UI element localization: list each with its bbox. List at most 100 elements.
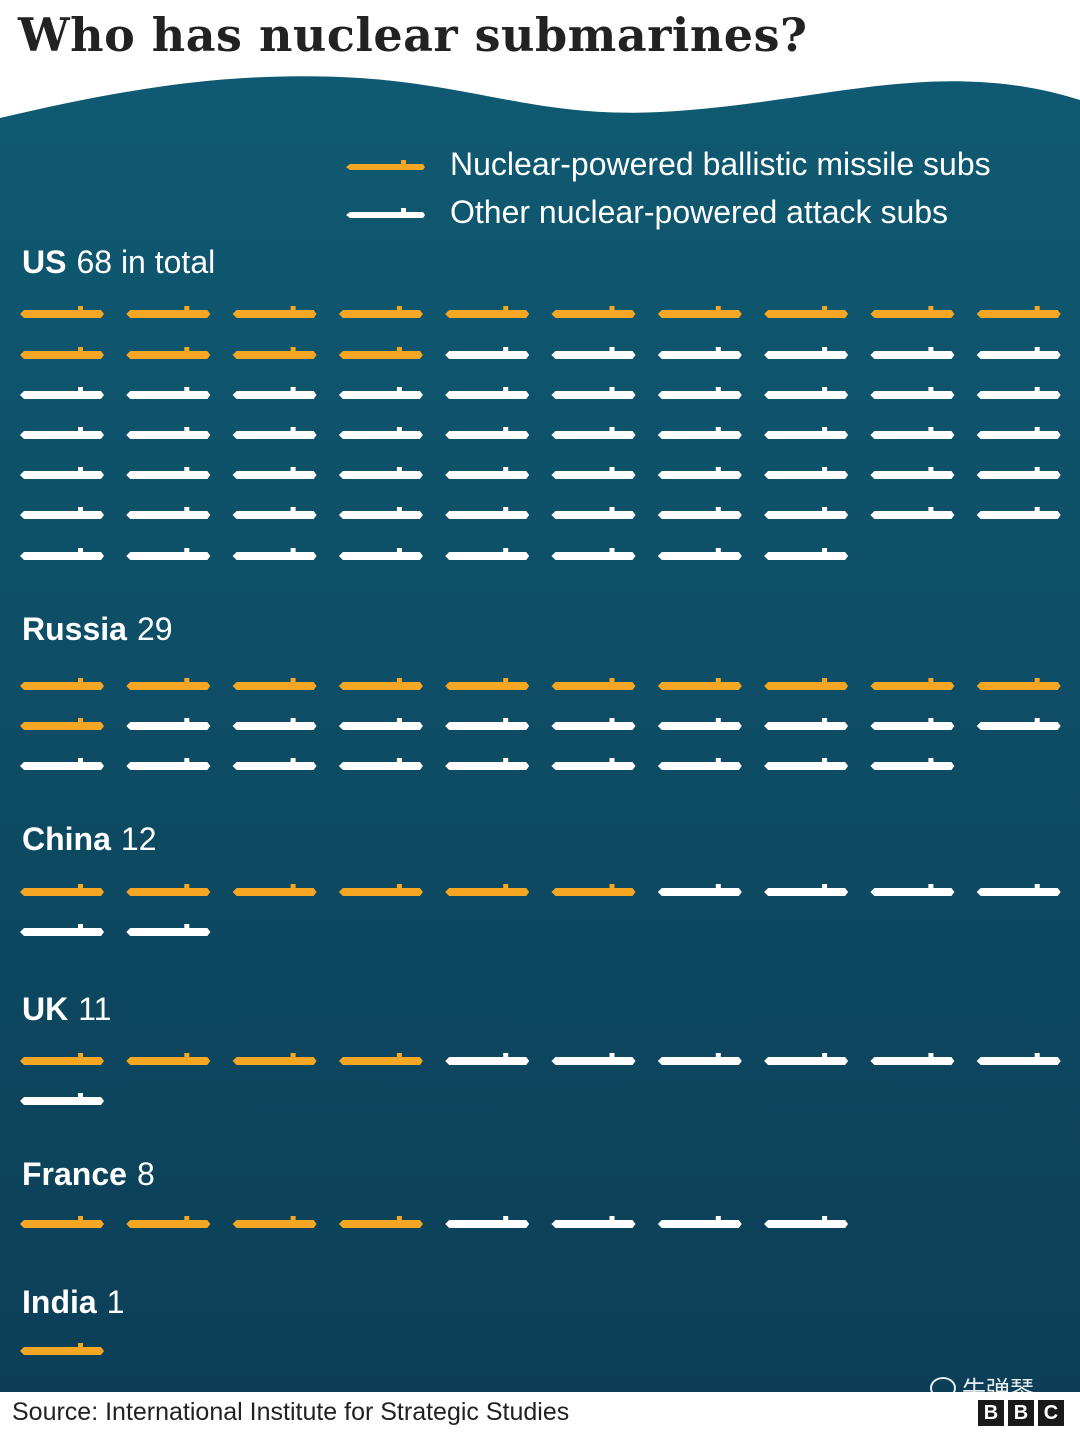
ballistic-sub-india-1: [20, 1343, 104, 1355]
attack-sub-us-16: [551, 347, 636, 359]
attack-sub-russia-12: [126, 718, 211, 730]
ballistic-sub-us-7: [657, 306, 742, 318]
attack-sub-russia-23: [232, 758, 317, 770]
attack-sub-us-28: [764, 387, 849, 399]
ballistic-sub-russia-11: [20, 718, 104, 730]
bbc-logo-block: B: [978, 1400, 1004, 1426]
ballistic-sub-china-6: [551, 884, 636, 896]
ballistic-sub-france-3: [232, 1216, 317, 1228]
ballistic-sub-russia-10: [976, 678, 1061, 690]
attack-sub-russia-28: [764, 758, 849, 770]
attack-sub-us-21: [20, 387, 104, 399]
attack-sub-us-20: [976, 347, 1061, 359]
ballistic-sub-icon: [346, 159, 425, 170]
country-total: 29: [136, 611, 173, 647]
attack-sub-us-29: [870, 387, 955, 399]
bbc-logo-block: B: [1008, 1400, 1034, 1426]
ballistic-sub-russia-9: [870, 678, 955, 690]
ballistic-sub-us-13: [232, 347, 317, 359]
attack-sub-us-66: [551, 548, 636, 560]
watermark: 牛弹琴: [930, 1370, 1034, 1405]
attack-sub-us-40: [976, 427, 1061, 439]
ballistic-sub-france-1: [20, 1216, 104, 1228]
attack-sub-russia-20: [976, 718, 1061, 730]
ballistic-sub-uk-4: [338, 1053, 423, 1065]
legend-attack-label: Other nuclear-powered attack subs: [450, 194, 949, 230]
legend-ballistic-label: Nuclear-powered ballistic missile subs: [450, 146, 991, 182]
country-total: 12: [120, 821, 157, 857]
attack-sub-russia-19: [870, 718, 955, 730]
attack-sub-us-65: [445, 548, 530, 560]
attack-sub-russia-14: [338, 718, 423, 730]
country-label-us: US 68 in total: [22, 244, 215, 281]
attack-sub-us-67: [657, 548, 742, 560]
attack-sub-china-8: [764, 884, 849, 896]
attack-sub-uk-11: [20, 1093, 104, 1105]
attack-sub-us-34: [338, 427, 423, 439]
attack-sub-russia-22: [126, 758, 211, 770]
attack-sub-uk-6: [551, 1053, 636, 1065]
watermark-text: 牛弹琴: [962, 1377, 1034, 1404]
attack-sub-russia-29: [870, 758, 955, 770]
attack-sub-us-32: [126, 427, 211, 439]
country-total: 8: [136, 1156, 155, 1192]
ballistic-sub-uk-3: [232, 1053, 317, 1065]
attack-sub-china-11: [20, 924, 104, 936]
attack-sub-china-9: [870, 884, 955, 896]
attack-sub-russia-16: [551, 718, 636, 730]
ballistic-sub-france-2: [126, 1216, 211, 1228]
ballistic-sub-us-2: [126, 306, 211, 318]
submarine-icons: [20, 306, 1061, 1355]
country-name: China: [22, 821, 111, 857]
attack-sub-us-22: [126, 387, 211, 399]
attack-sub-china-10: [976, 884, 1061, 896]
attack-sub-us-38: [764, 427, 849, 439]
attack-sub-russia-21: [20, 758, 104, 770]
ballistic-sub-uk-1: [20, 1053, 104, 1065]
ballistic-sub-russia-5: [445, 678, 530, 690]
country-name: Russia: [22, 611, 127, 647]
attack-sub-us-47: [657, 467, 742, 479]
ballistic-sub-france-4: [338, 1216, 423, 1228]
attack-sub-icon: [346, 207, 425, 218]
attack-sub-us-53: [232, 507, 317, 519]
attack-sub-france-6: [551, 1216, 636, 1228]
country-name: US: [22, 244, 67, 280]
attack-sub-us-49: [870, 467, 955, 479]
attack-sub-russia-15: [445, 718, 530, 730]
bbc-logo-block: C: [1038, 1400, 1064, 1426]
attack-sub-uk-10: [976, 1053, 1061, 1065]
attack-sub-us-25: [445, 387, 530, 399]
attack-sub-us-19: [870, 347, 955, 359]
ballistic-sub-russia-7: [657, 678, 742, 690]
ballistic-sub-us-8: [764, 306, 849, 318]
attack-sub-russia-25: [445, 758, 530, 770]
attack-sub-us-55: [445, 507, 530, 519]
attack-sub-us-33: [232, 427, 317, 439]
attack-sub-us-17: [657, 347, 742, 359]
attack-sub-russia-27: [657, 758, 742, 770]
country-label-uk: UK 11: [22, 991, 111, 1028]
attack-sub-us-54: [338, 507, 423, 519]
attack-sub-us-51: [20, 507, 104, 519]
attack-sub-us-41: [20, 467, 104, 479]
ballistic-sub-us-9: [870, 306, 955, 318]
attack-sub-us-18: [764, 347, 849, 359]
chart-title: Who has nuclear submarines?: [18, 8, 808, 62]
attack-sub-us-57: [657, 507, 742, 519]
ballistic-sub-us-14: [338, 347, 423, 359]
attack-sub-us-31: [20, 427, 104, 439]
attack-sub-us-23: [232, 387, 317, 399]
attack-sub-us-35: [445, 427, 530, 439]
ballistic-sub-russia-2: [126, 678, 211, 690]
attack-sub-us-15: [445, 347, 530, 359]
attack-sub-france-7: [657, 1216, 742, 1228]
ballistic-sub-china-1: [20, 884, 104, 896]
ballistic-sub-uk-2: [126, 1053, 211, 1065]
ballistic-sub-us-1: [20, 306, 104, 318]
attack-sub-us-44: [338, 467, 423, 479]
attack-sub-us-63: [232, 548, 317, 560]
source-note: Source: International Institute for Stra…: [12, 1398, 570, 1426]
attack-sub-us-39: [870, 427, 955, 439]
